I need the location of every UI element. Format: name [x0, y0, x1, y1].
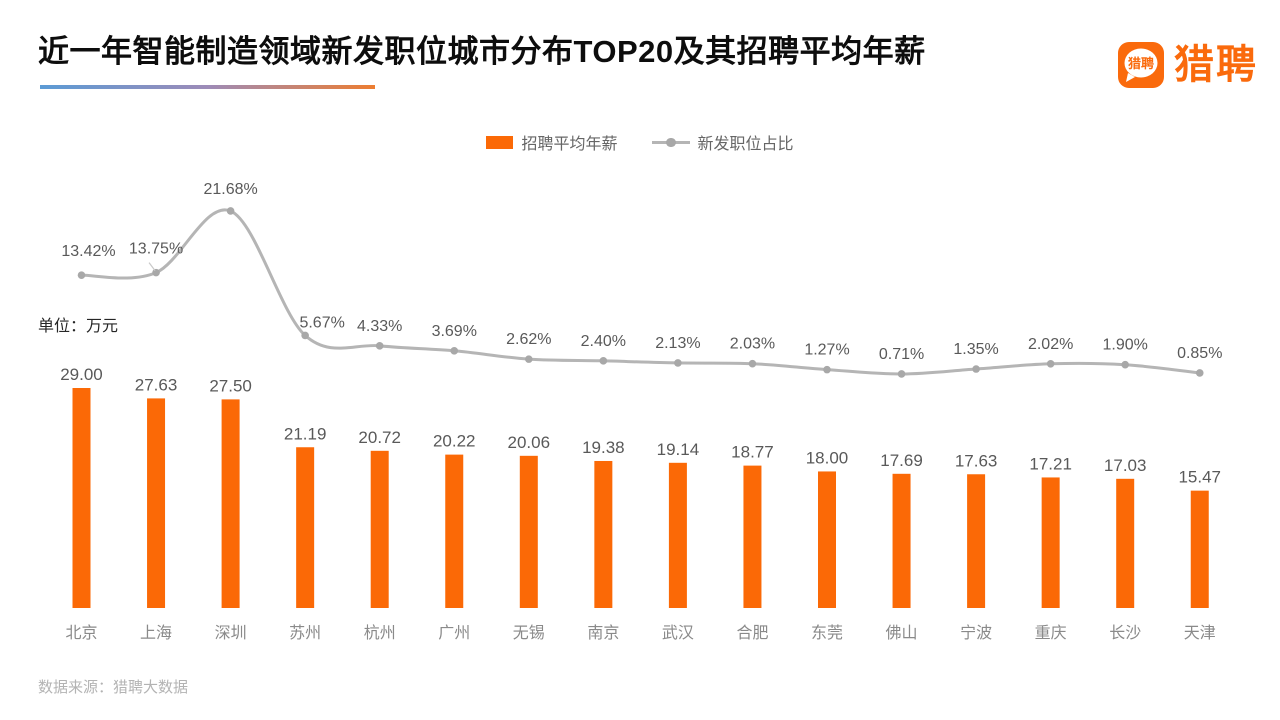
- city-label-宁波: 宁波: [960, 624, 992, 642]
- line-point-无锡: [525, 355, 533, 363]
- title-gradient-divider: [40, 85, 375, 89]
- bar-value-label: 18.77: [731, 443, 774, 462]
- bar-佛山: [892, 473, 911, 608]
- bar-苏州: [296, 447, 315, 608]
- percent-label: 2.62%: [506, 331, 551, 348]
- city-label-长沙: 长沙: [1109, 624, 1141, 642]
- bar-value-label: 21.19: [284, 424, 327, 443]
- bar-南京: [594, 460, 613, 608]
- bar-value-label: 19.38: [582, 438, 625, 457]
- legend-label-salary: 招聘平均年薪: [521, 136, 618, 153]
- city-label-苏州: 苏州: [289, 624, 321, 642]
- bar-东莞: [818, 471, 836, 608]
- bar-上海: [147, 398, 166, 608]
- bar-广州: [445, 454, 464, 608]
- percent-label: 2.13%: [655, 335, 700, 352]
- bar-重庆: [1041, 477, 1060, 608]
- bar-value-label: 20.06: [508, 433, 551, 452]
- city-label-天津: 天津: [1184, 624, 1216, 642]
- legend-item-salary: 招聘平均年薪: [486, 130, 618, 154]
- bar-value-label: 27.50: [209, 376, 252, 395]
- percent-label: 5.67%: [299, 314, 344, 331]
- percent-label: 2.02%: [1028, 336, 1073, 353]
- percent-label: 13.75%: [129, 241, 183, 258]
- bar-value-label: 29.00: [60, 365, 103, 384]
- percent-label: 1.35%: [953, 341, 998, 358]
- city-label-东莞: 东莞: [811, 624, 843, 642]
- bar-value-label: 20.72: [358, 428, 401, 447]
- line-point-合肥: [748, 359, 757, 368]
- bar-长沙: [1116, 478, 1135, 608]
- bar-合肥: [743, 465, 762, 608]
- data-source-label: 数据来源：猎聘大数据: [38, 679, 189, 696]
- legend-item-share: 新发职位占比: [651, 130, 794, 154]
- line-point-东莞: [823, 365, 831, 374]
- line-point-宁波: [972, 365, 980, 373]
- city-label-南京: 南京: [587, 624, 619, 642]
- bar-value-label: 15.47: [1178, 468, 1221, 487]
- city-label-深圳: 深圳: [215, 624, 247, 642]
- city-label-广州: 广州: [438, 624, 470, 642]
- bar-series-swatch-icon: [486, 135, 514, 149]
- line-point-重庆: [1046, 359, 1055, 368]
- line-point-武汉: [674, 359, 682, 367]
- percent-label: 3.69%: [432, 323, 477, 340]
- page-title: 近一年智能制造领域新发职位城市分布TOP20及其招聘平均年薪: [38, 34, 926, 69]
- bar-value-label: 17.03: [1104, 456, 1147, 475]
- bar-value-label: 17.69: [880, 451, 923, 470]
- city-label-无锡: 无锡: [513, 624, 545, 642]
- bar-杭州: [370, 450, 389, 608]
- line-point-苏州: [301, 331, 309, 340]
- line-point-南京: [599, 357, 608, 365]
- city-label-杭州: 杭州: [364, 624, 396, 642]
- bar-宁波: [967, 474, 986, 608]
- city-label-北京: 北京: [65, 624, 97, 642]
- legend-label-share: 新发职位占比: [697, 136, 794, 153]
- city-label-佛山: 佛山: [886, 624, 918, 642]
- bar-value-label: 18.00: [806, 448, 849, 467]
- bar-value-label: 19.14: [657, 440, 700, 459]
- bar-北京: [72, 388, 91, 608]
- line-point-北京: [77, 271, 86, 279]
- line-point-杭州: [375, 342, 384, 350]
- bar-value-label: 27.63: [135, 375, 178, 394]
- liepin-logo: 猎聘 猎聘: [1118, 42, 1258, 88]
- percent-label: 0.71%: [879, 346, 924, 363]
- bar-value-label: 20.22: [433, 432, 476, 451]
- line-point-天津: [1195, 369, 1204, 377]
- bar-value-label: 17.21: [1029, 454, 1072, 473]
- percent-label: 4.33%: [357, 318, 402, 335]
- city-label-重庆: 重庆: [1035, 624, 1067, 642]
- percent-label: 21.68%: [203, 181, 257, 198]
- share-line: [81, 208, 1200, 376]
- bar-武汉: [668, 462, 687, 608]
- liepin-app-icon: 猎聘: [1118, 42, 1164, 88]
- percent-label: 0.85%: [1177, 345, 1222, 362]
- percent-label: 2.03%: [730, 336, 775, 353]
- line-point-上海: [152, 268, 160, 277]
- percent-label: 2.40%: [581, 333, 626, 350]
- bar-value-label: 17.63: [955, 451, 998, 470]
- liepin-wordmark: 猎聘: [1174, 43, 1258, 87]
- line-series-swatch-icon: [651, 136, 690, 149]
- label-leader-line: [148, 262, 156, 271]
- percent-label: 1.90%: [1103, 337, 1148, 354]
- city-label-武汉: 武汉: [662, 624, 694, 642]
- bar-无锡: [519, 455, 538, 608]
- svg-text:猎聘: 猎聘: [1128, 56, 1154, 71]
- line-point-深圳: [226, 207, 235, 215]
- city-label-合肥: 合肥: [736, 624, 768, 642]
- percent-label: 13.42%: [61, 243, 115, 260]
- bar-天津: [1190, 490, 1209, 608]
- unit-label: 单位：万元: [38, 318, 119, 335]
- line-point-佛山: [897, 370, 906, 378]
- line-point-广州: [450, 347, 459, 355]
- city-label-上海: 上海: [140, 624, 172, 642]
- chart-legend: 招聘平均年薪 新发职位占比: [0, 130, 1280, 154]
- percent-label: 1.27%: [804, 342, 849, 359]
- bar-深圳: [221, 399, 240, 608]
- line-point-长沙: [1121, 360, 1129, 369]
